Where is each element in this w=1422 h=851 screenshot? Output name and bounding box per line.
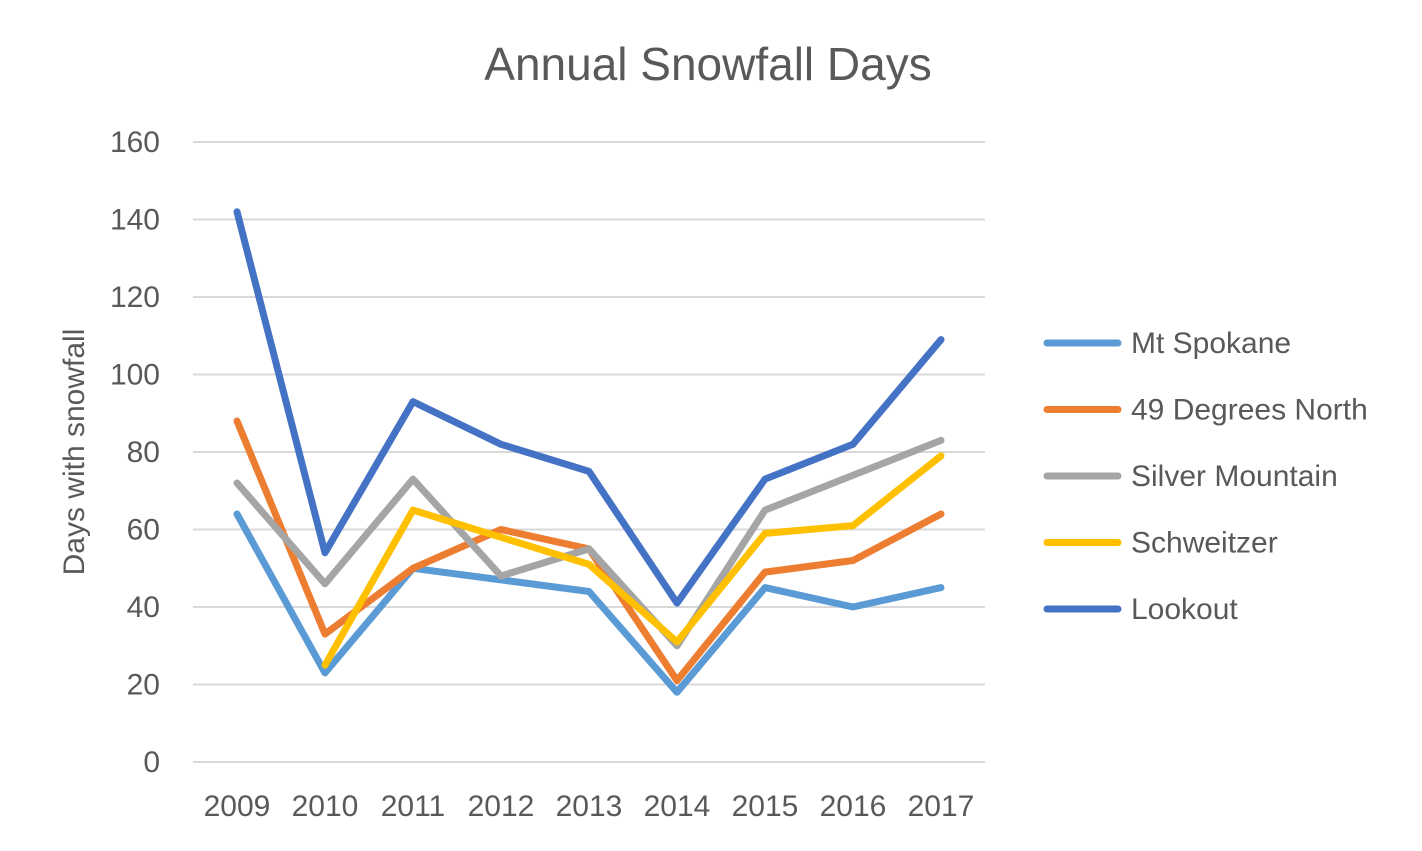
legend-item: Schweitzer: [1043, 527, 1278, 560]
y-tick-label: 40: [127, 591, 160, 624]
x-axis-ticks: 2009 2010 2011 2012 2013 2014 2015 2016 2017: [204, 790, 975, 823]
series-line: [233, 510, 945, 696]
series-line: [233, 208, 945, 607]
chart-title: Annual Snowfall Days: [484, 38, 931, 90]
x-tick-label: 2012: [468, 790, 535, 823]
legend-item: 49 Degrees North: [1043, 394, 1368, 427]
legend-label: Mt Spokane: [1131, 327, 1291, 360]
legend-item: Lookout: [1043, 593, 1238, 626]
x-tick-label: 2016: [820, 790, 887, 823]
x-tick-label: 2014: [644, 790, 711, 823]
gridlines: [193, 141, 985, 763]
series-lookout: [233, 208, 945, 607]
x-tick-label: 2011: [381, 790, 446, 823]
legend-item: Mt Spokane: [1043, 327, 1291, 360]
x-tick-label: 2017: [908, 790, 975, 823]
legend-label: Schweitzer: [1131, 527, 1278, 560]
x-tick-label: 2013: [556, 790, 623, 823]
legend-label: Silver Mountain: [1131, 460, 1338, 493]
y-tick-label: 0: [143, 746, 160, 779]
series-silver-mountain: [233, 436, 945, 650]
y-tick-label: 100: [110, 359, 160, 392]
y-tick-label: 80: [127, 436, 160, 469]
series-schweitzer: [321, 452, 945, 669]
series-lines: [233, 208, 945, 696]
y-tick-label: 60: [127, 514, 160, 547]
series-line: [321, 452, 945, 669]
y-axis-ticks: 0 20 40 60 80 100 120 140 160: [110, 126, 160, 779]
y-tick-label: 120: [110, 281, 160, 314]
legend-label: 49 Degrees North: [1131, 394, 1368, 427]
series-mt-spokane: [233, 510, 945, 696]
y-axis-label: Days with snowfall: [58, 329, 91, 576]
y-tick-label: 20: [127, 669, 160, 702]
y-tick-label: 140: [110, 204, 160, 237]
x-tick-label: 2010: [292, 790, 359, 823]
legend: Mt Spokane 49 Degrees North Silver Mountai…: [1043, 327, 1368, 626]
legend-item: Silver Mountain: [1043, 460, 1338, 493]
y-tick-label: 160: [110, 126, 160, 159]
x-tick-label: 2015: [732, 790, 799, 823]
legend-label: Lookout: [1131, 593, 1238, 626]
x-tick-label: 2009: [204, 790, 271, 823]
